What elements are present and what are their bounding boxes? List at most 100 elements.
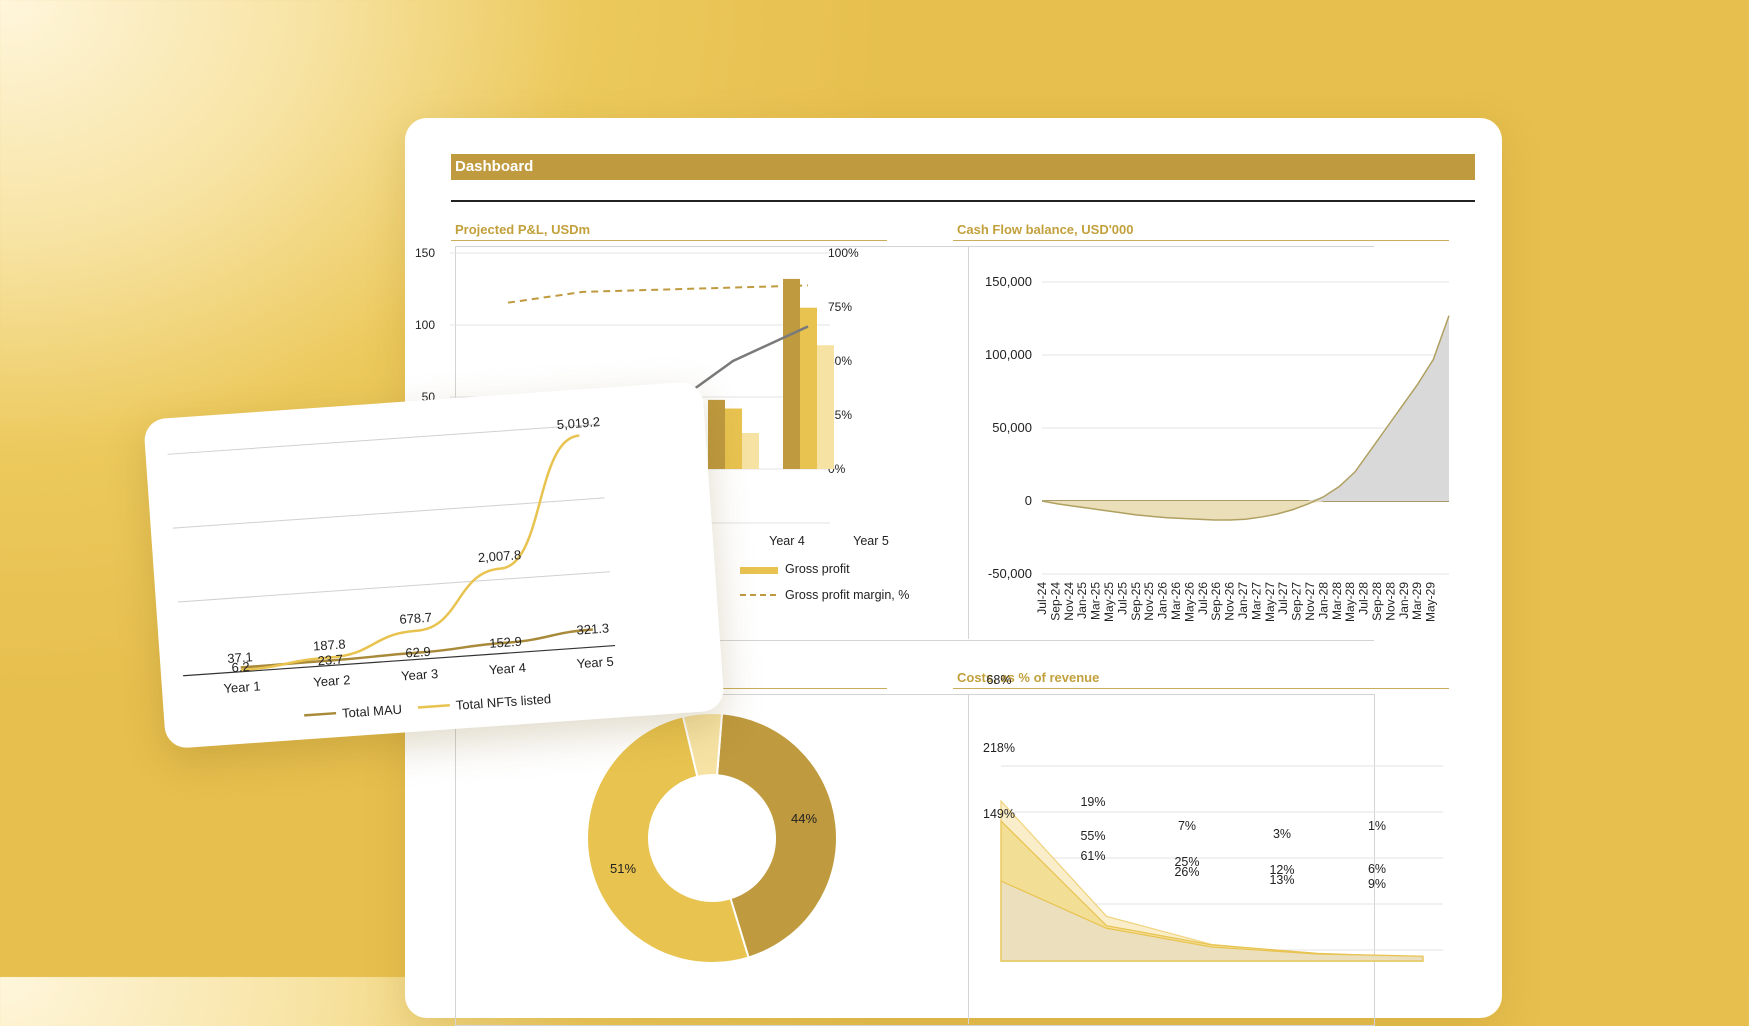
- costs-data-label: 6%: [1368, 862, 1386, 876]
- legend-gross-profit-label: Gross profit: [785, 562, 850, 576]
- dashboard-title: Dashboard: [451, 154, 1475, 180]
- donut-slice: [586, 715, 750, 964]
- costs-data-label: 7%: [1178, 819, 1196, 833]
- pnl-ytick: 150: [415, 246, 435, 260]
- cashflow-xtick: Sep-25: [1129, 582, 1143, 621]
- pnl-bar: [800, 307, 817, 469]
- pnl-y2tick: 75%: [828, 300, 852, 314]
- cashflow-xtick: Sep-24: [1048, 582, 1062, 621]
- dashboard-divider: [451, 200, 1475, 202]
- cashflow-xtick: Mar-27: [1249, 582, 1263, 620]
- pnl-y2tick: 100%: [828, 246, 859, 260]
- costs-data-label: 12%: [1269, 863, 1294, 877]
- costs-data-label: 26%: [1174, 865, 1199, 879]
- legend-mau-label: Total MAU: [342, 702, 403, 721]
- costs-area: [1000, 880, 1424, 962]
- cashflow-xtick: Sep-27: [1290, 582, 1304, 621]
- card-mau-label: 23.7: [317, 652, 343, 669]
- card-nft-label: 678.7: [399, 610, 433, 627]
- panel-separator: [968, 246, 969, 639]
- card-axis: [183, 644, 616, 677]
- card-mau-label: 6.2: [231, 659, 250, 675]
- cashflow-xtick: Sep-28: [1370, 582, 1384, 621]
- cashflow-xtick: Jul-25: [1115, 582, 1129, 615]
- mau-nft-card-surface: 37.1 187.8 678.7 2,007.8 5,019.2 6.2 23.7 62.9 1…: [143, 380, 725, 750]
- card-xtick: Year 4: [488, 660, 526, 678]
- cashflow-xtick: Nov-25: [1142, 582, 1156, 621]
- cashflow-xtick: Jan-29: [1397, 582, 1411, 619]
- legend-nft-label: Total NFTs listed: [455, 691, 551, 713]
- costs-data-label: 55%: [1080, 829, 1105, 843]
- legend-gross-profit-swatch: [740, 567, 778, 574]
- card-gridline: [167, 423, 600, 455]
- cashflow-xtick: Nov-27: [1303, 582, 1317, 621]
- pnl-bar: [817, 345, 834, 469]
- pnl-bar: [783, 278, 800, 469]
- costs-data-label: 68%: [986, 673, 1011, 687]
- cashflow-ytick: -50,000: [988, 566, 1032, 581]
- bottom-panel-separator: [968, 694, 969, 1024]
- cashflow-xtick: May-28: [1343, 582, 1357, 622]
- pnl-bar: [708, 399, 725, 469]
- cashflow-line: [1041, 315, 1450, 521]
- card-xtick: Year 2: [313, 672, 351, 690]
- cashflow-xtick: Sep-26: [1209, 582, 1223, 621]
- card-nft-label: 2,007.8: [477, 547, 521, 565]
- costs-data-label: 149%: [983, 807, 1015, 821]
- cashflow-xtick: May-26: [1182, 582, 1196, 622]
- pnl-y2tick: 25%: [828, 408, 852, 422]
- cashflow-ytick: 50,000: [992, 420, 1032, 435]
- card-mau-label: 152.9: [489, 634, 523, 651]
- cashflow-ytick: 0: [1025, 493, 1032, 508]
- legend-mau-swatch: [304, 711, 337, 717]
- pnl-xtick: Year 5: [853, 534, 889, 548]
- legend-margin-label: Gross profit margin, %: [785, 588, 909, 602]
- cashflow-xtick: Mar-26: [1169, 582, 1183, 620]
- donut-label: 51%: [610, 861, 636, 876]
- cashflow-xtick: Jul-24: [1035, 582, 1049, 615]
- cashflow-xtick: May-29: [1424, 582, 1438, 622]
- donut-slice: [681, 712, 724, 778]
- pnl-bar: [742, 433, 759, 469]
- card-nft-label: 5,019.2: [556, 414, 600, 432]
- cashflow-xtick: Jul-28: [1357, 582, 1371, 615]
- cashflow-xtick: May-27: [1263, 582, 1277, 622]
- donut-slice: [715, 712, 838, 959]
- cashflow-xtick: Jan-25: [1075, 582, 1089, 619]
- cashflow-xtick: Jan-27: [1236, 582, 1250, 619]
- legend-nft-swatch: [417, 703, 450, 709]
- card-mau-label: 321.3: [576, 620, 610, 637]
- cashflow-ytick: 100,000: [985, 347, 1032, 362]
- pnl-section-title: Projected P&L, USDm: [451, 222, 887, 241]
- cashflow-xtick: Jul-27: [1276, 582, 1290, 615]
- pnl-gross-margin-line: [507, 284, 809, 304]
- cashflow-xtick: Mar-25: [1089, 582, 1103, 620]
- costs-data-label: 218%: [983, 741, 1015, 755]
- pnl-ytick: 100: [415, 318, 435, 332]
- card-gridline: [172, 497, 605, 529]
- costs-section-title: Costs, as % of revenue: [953, 670, 1449, 689]
- costs-data-label: 3%: [1273, 827, 1291, 841]
- costs-data-label: 1%: [1368, 819, 1386, 833]
- card-xtick: Year 3: [401, 666, 439, 684]
- cashflow-xtick: Nov-26: [1223, 582, 1237, 621]
- cashflow-xtick: Nov-28: [1383, 582, 1397, 621]
- mau-nft-chart: 37.1 187.8 678.7 2,007.8 5,019.2 6.2 23.7 62.9 1…: [167, 414, 616, 721]
- costs-data-label: 61%: [1080, 849, 1105, 863]
- cashflow-xtick: Nov-24: [1062, 582, 1076, 621]
- card-mau-label: 62.9: [405, 644, 431, 661]
- pnl-bar: [725, 408, 742, 469]
- costs-data-label: 9%: [1368, 877, 1386, 891]
- cashflow-xtick: May-25: [1102, 582, 1116, 622]
- card-nft-label: 187.8: [313, 636, 347, 653]
- cashflow-xtick: Jan-26: [1156, 582, 1170, 619]
- card-mau-line: [240, 628, 593, 669]
- donut-label: 44%: [791, 811, 817, 826]
- cashflow-ytick: 150,000: [985, 274, 1032, 289]
- cashflow-xtick: Mar-29: [1410, 582, 1424, 620]
- card-xtick: Year 5: [576, 654, 614, 672]
- card-nft-label: 37.1: [227, 649, 253, 666]
- card-xtick: Year 1: [223, 678, 261, 696]
- cashflow-xtick: Jan-28: [1316, 582, 1330, 619]
